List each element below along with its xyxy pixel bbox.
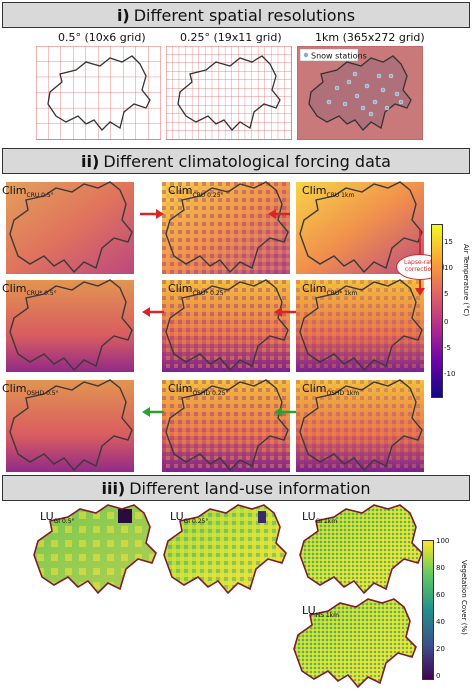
grid-label-0-25: 0.25° (19x11 grid)	[180, 31, 282, 44]
arrow-red-1	[140, 209, 164, 219]
section-2-banner: ii) Different climatological forcing dat…	[2, 148, 470, 174]
grid-label-0-5: 0.5° (10x6 grid)	[58, 31, 146, 44]
grid-panel-0-25	[166, 46, 292, 140]
arrow-red-3	[142, 307, 164, 317]
climate-maps	[6, 181, 425, 472]
veg-tick-20: 20	[436, 645, 445, 653]
grid-panel-0-5	[36, 46, 161, 140]
section-1-title: Different spatial resolutions	[133, 5, 356, 25]
temp-tick-0: 0	[444, 318, 449, 326]
lu-label-3: LUGI 1km	[302, 510, 338, 526]
section-1-number: i)	[116, 5, 130, 25]
grid-label-1km: 1km (365x272 grid)	[315, 31, 425, 44]
lu-label-2: LUGI 0.25°	[170, 510, 209, 526]
arrow-green-1	[142, 407, 164, 417]
veg-tick-40: 40	[436, 618, 445, 626]
vegetation-axis-label: Vegetation Cover (%)	[460, 560, 468, 635]
temp-tick-5: 5	[444, 290, 449, 298]
veg-tick-100: 100	[436, 537, 450, 545]
section-3-banner: iii) Different land-use information	[2, 475, 470, 501]
clim-label-r2c1: ClimCRU* 0.5°	[2, 282, 57, 298]
clim-label-r2c3: ClimCRU* 1km	[302, 282, 358, 298]
snow-stations-legend: Snow stations	[311, 52, 367, 61]
temp-tick-minus10: -10	[444, 370, 456, 378]
section-3-title: Different land-use information	[129, 478, 371, 498]
temperature-axis-label: Air Temperature (°C)	[462, 244, 470, 317]
section-2-number: ii)	[81, 151, 100, 171]
lu-label-4: LUHS 1km	[302, 604, 340, 620]
landuse-maps	[33, 504, 423, 688]
section-3-number: iii)	[101, 478, 126, 498]
clim-label-r1c2: ClimCRU 0.25°	[168, 184, 224, 200]
grid-panel-1km: Snow stations	[297, 46, 423, 140]
veg-tick-0: 0	[436, 672, 441, 680]
temp-tick-minus5: -5	[444, 344, 451, 352]
lu-label-1: LUGI 0.5°	[40, 510, 75, 526]
clim-label-r1c3: ClimCRU 1km	[302, 184, 355, 200]
clim-label-r3c1: ClimOSHD 0.5°	[2, 382, 59, 398]
clim-label-r2c2: ClimCRU* 0.25°	[168, 282, 227, 298]
vegetation-colorbar	[422, 540, 434, 680]
temp-tick-15: 15	[444, 238, 453, 246]
section-1-banner: i) Different spatial resolutions	[2, 2, 470, 28]
arrow-green-2	[274, 407, 296, 417]
section-2-title: Different climatological forcing data	[103, 151, 391, 171]
temp-tick-10: 10	[444, 264, 453, 272]
clim-label-r3c2: ClimOSHD 0.25°	[168, 382, 229, 398]
clim-label-r3c3: ClimOSHD 1km	[302, 382, 360, 398]
temperature-colorbar	[431, 224, 443, 398]
arrow-red-2	[268, 209, 290, 219]
veg-tick-60: 60	[436, 591, 445, 599]
arrow-red-4	[274, 307, 296, 317]
veg-tick-80: 80	[436, 564, 445, 572]
clim-label-r1c1: ClimCRU 0.5°	[2, 184, 54, 200]
